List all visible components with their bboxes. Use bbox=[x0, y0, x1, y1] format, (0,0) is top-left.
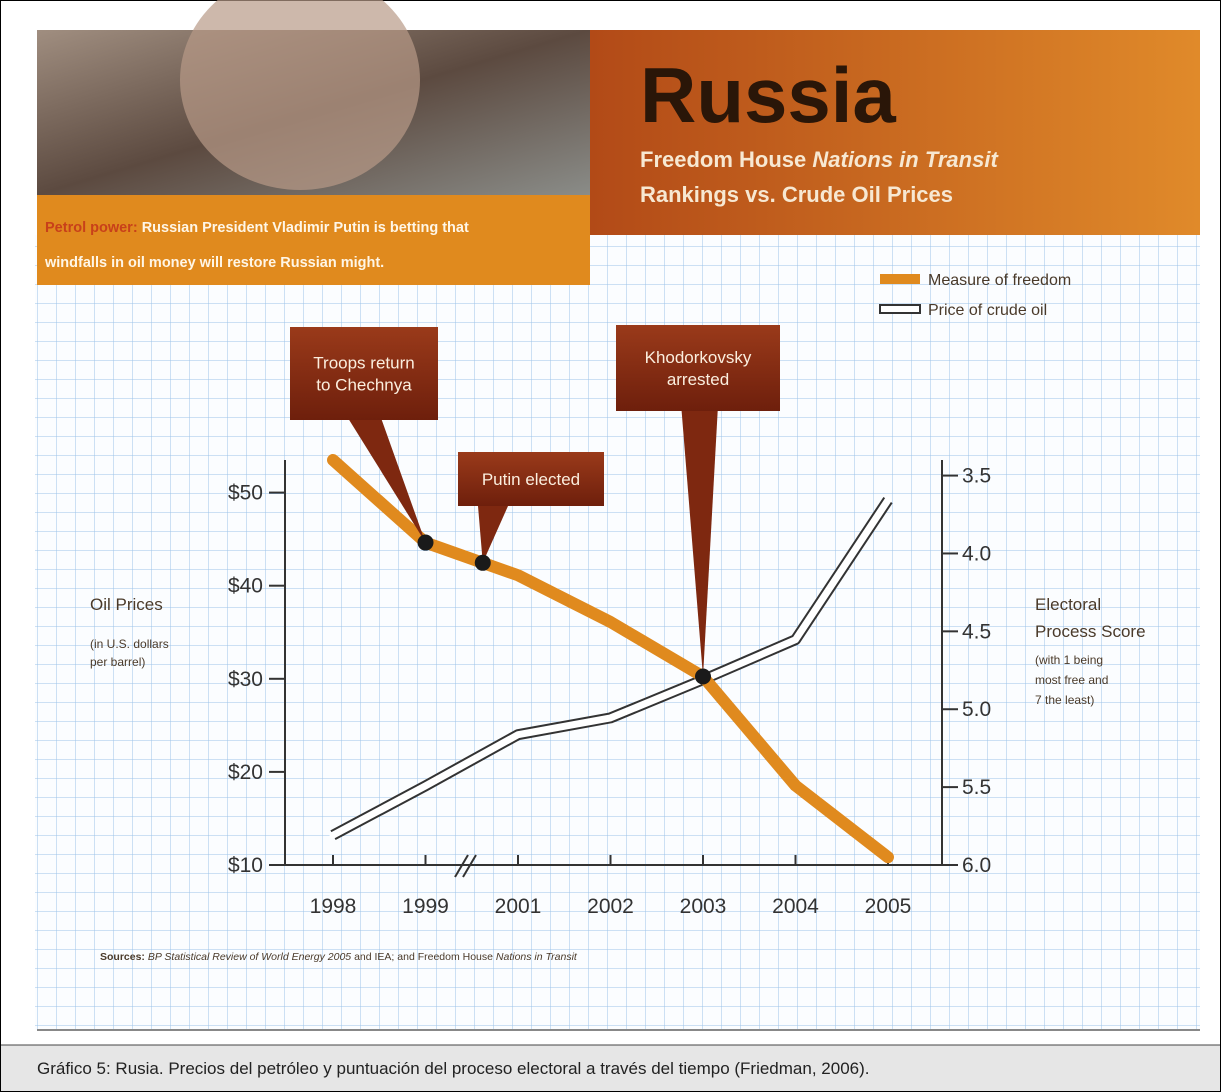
legend-label: Measure of freedom bbox=[928, 272, 1071, 289]
y-axis-label: (in U.S. dollars bbox=[90, 637, 169, 651]
callout-box bbox=[290, 327, 438, 420]
y2-tick-label: 4.5 bbox=[962, 620, 991, 643]
text-part: Nations in Transit bbox=[496, 951, 578, 963]
callout-text: to Chechnya bbox=[316, 376, 412, 395]
text-part: Nations in Transit bbox=[812, 147, 999, 172]
annotation-dot bbox=[695, 668, 711, 685]
x-tick-label: 2004 bbox=[772, 895, 819, 918]
callout-pointer bbox=[478, 506, 508, 563]
title-band bbox=[590, 30, 1200, 235]
text-part: BP Statistical Review of World Energy 20… bbox=[148, 951, 351, 963]
photo-caption: windfalls in oil money will restore Russ… bbox=[44, 255, 384, 271]
caption-bar bbox=[1, 1045, 1220, 1091]
callout-box bbox=[616, 325, 780, 411]
callout-text: Putin elected bbox=[482, 470, 580, 489]
y2-tick-label: 4.0 bbox=[962, 542, 991, 565]
x-tick-label: 2001 bbox=[495, 895, 542, 918]
y2-tick-label: 5.5 bbox=[962, 776, 991, 799]
caption-line: Russian President Vladimir Putin is bett… bbox=[142, 220, 469, 236]
callout-text: Troops return bbox=[313, 354, 414, 373]
callout-pointer bbox=[349, 420, 426, 543]
legend-swatch bbox=[879, 304, 921, 314]
text-part: Rankings vs. Crude Oil Prices bbox=[640, 182, 953, 207]
legend-label: Price of crude oil bbox=[928, 302, 1047, 319]
annotation-dot bbox=[417, 534, 434, 551]
annotation-dot bbox=[474, 554, 491, 571]
x-tick-label: 2003 bbox=[680, 895, 727, 918]
x-tick-label: 1999 bbox=[402, 895, 449, 918]
line bbox=[329, 496, 892, 839]
caption-label: Petrol power: bbox=[45, 220, 138, 236]
y2-axis-label: most free and bbox=[1035, 673, 1108, 687]
x-tick-label: 2002 bbox=[587, 895, 634, 918]
figure-caption: Gráfico 5: Rusia. Precios del petróleo y… bbox=[37, 1059, 870, 1078]
y-tick-label: $50 bbox=[228, 482, 263, 505]
axis-break bbox=[454, 854, 477, 878]
rich-text: Sources: BP Statistical Review of World … bbox=[100, 951, 578, 963]
y-tick-label: $20 bbox=[228, 761, 263, 784]
y-tick-label: $30 bbox=[228, 668, 263, 691]
x-tick-label: 1998 bbox=[310, 895, 357, 918]
y-axis-label: Oil Prices bbox=[90, 595, 163, 614]
callout-box bbox=[458, 452, 604, 506]
photo-face bbox=[180, 0, 420, 190]
callout-text: Khodorkovsky bbox=[645, 348, 752, 367]
x-tick-label: 2005 bbox=[865, 895, 912, 918]
text-part: and IEA; and Freedom House bbox=[351, 951, 496, 963]
y2-tick-label: 6.0 bbox=[962, 854, 991, 877]
y-tick-label: $10 bbox=[228, 854, 263, 877]
rich-text: Freedom House Nations in Transit bbox=[640, 147, 999, 172]
y2-axis-label: Process Score bbox=[1035, 622, 1146, 641]
rich-text: Rankings vs. Crude Oil Prices bbox=[640, 182, 953, 207]
chart-title: Russia bbox=[640, 51, 896, 139]
y2-tick-label: 3.5 bbox=[962, 465, 991, 488]
y2-tick-label: 5.0 bbox=[962, 698, 991, 721]
y2-axis-label: (with 1 being bbox=[1035, 653, 1103, 667]
legend-swatch bbox=[880, 274, 920, 284]
text-part: Sources: bbox=[100, 951, 148, 963]
text-part: Freedom House bbox=[640, 147, 812, 172]
photo-caption-box bbox=[37, 195, 590, 285]
y2-axis-label: Electoral bbox=[1035, 595, 1101, 614]
photo-caption: Petrol power: Russian President Vladimir… bbox=[45, 220, 469, 236]
axes bbox=[284, 460, 943, 866]
y-tick-label: $40 bbox=[228, 575, 263, 598]
callout-pointer bbox=[681, 411, 718, 677]
y-axis-label: per barrel) bbox=[90, 655, 145, 669]
y2-axis-label: 7 the least) bbox=[1035, 693, 1094, 707]
callout-text: arrested bbox=[667, 370, 729, 389]
